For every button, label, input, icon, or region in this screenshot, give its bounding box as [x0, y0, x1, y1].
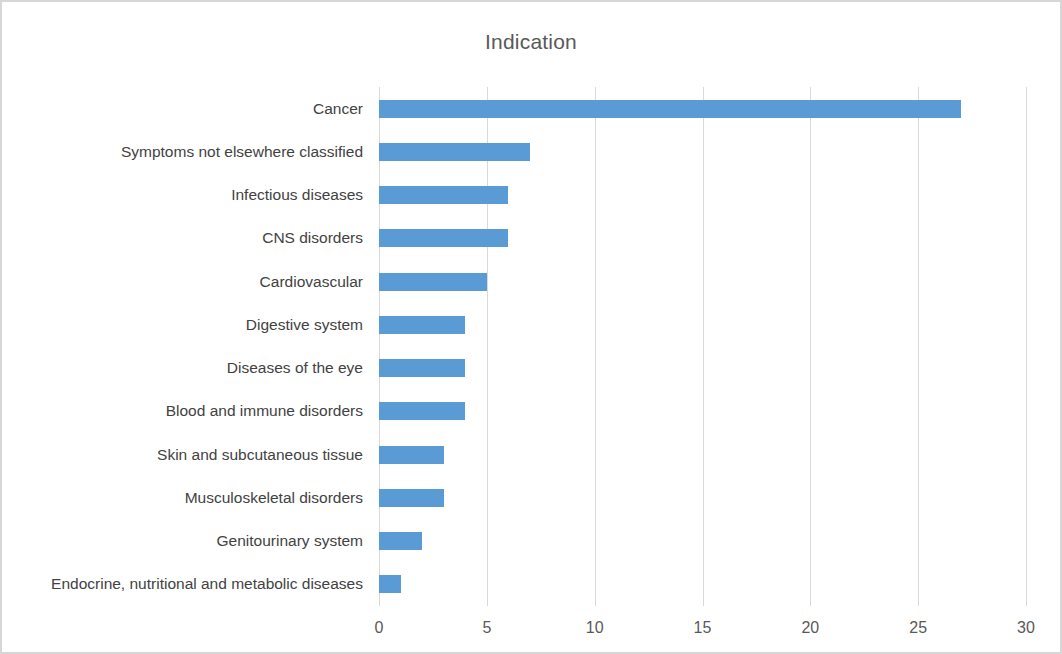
x-tick-label: 30	[1017, 619, 1035, 637]
x-tick-label: 15	[694, 619, 712, 637]
category-label: Infectious diseases	[2, 174, 363, 217]
bar	[379, 273, 487, 291]
category-label: Diseases of the eye	[2, 347, 363, 390]
bar-chart: Indication CancerSymptoms not elsewhere …	[0, 0, 1062, 654]
category-label: CNS disorders	[2, 217, 363, 260]
category-label: Skin and subcutaneous tissue	[2, 433, 363, 476]
category-label: Genitourinary system	[2, 520, 363, 563]
bar	[379, 186, 508, 204]
gridline	[487, 87, 488, 606]
gridline	[703, 87, 704, 606]
x-tick-label: 5	[482, 619, 491, 637]
bar	[379, 359, 465, 377]
bar	[379, 575, 401, 593]
x-tick-label: 0	[375, 619, 384, 637]
plot-area	[379, 87, 1026, 606]
bar	[379, 316, 465, 334]
bar	[379, 100, 961, 118]
chart-title: Indication	[2, 30, 1060, 54]
gridline	[1026, 87, 1027, 606]
bar	[379, 229, 508, 247]
category-label: Symptoms not elsewhere classified	[2, 130, 363, 173]
gridline	[595, 87, 596, 606]
category-label: Cardiovascular	[2, 260, 363, 303]
gridline	[918, 87, 919, 606]
bar	[379, 143, 530, 161]
x-tick-label: 10	[586, 619, 604, 637]
bar	[379, 402, 465, 420]
chart-body: CancerSymptoms not elsewhere classifiedI…	[2, 87, 1060, 606]
category-label: Blood and immune disorders	[2, 390, 363, 433]
category-label: Endocrine, nutritional and metabolic dis…	[2, 563, 363, 606]
x-tick-label: 25	[909, 619, 927, 637]
category-label: Digestive system	[2, 303, 363, 346]
category-labels: CancerSymptoms not elsewhere classifiedI…	[2, 87, 379, 606]
bar	[379, 489, 444, 507]
x-tick-label: 20	[801, 619, 819, 637]
bar	[379, 446, 444, 464]
gridline	[379, 87, 380, 606]
category-label: Cancer	[2, 87, 363, 130]
category-label: Musculoskeletal disorders	[2, 476, 363, 519]
gridline	[810, 87, 811, 606]
x-axis: 051015202530	[379, 606, 1026, 650]
bar	[379, 532, 422, 550]
